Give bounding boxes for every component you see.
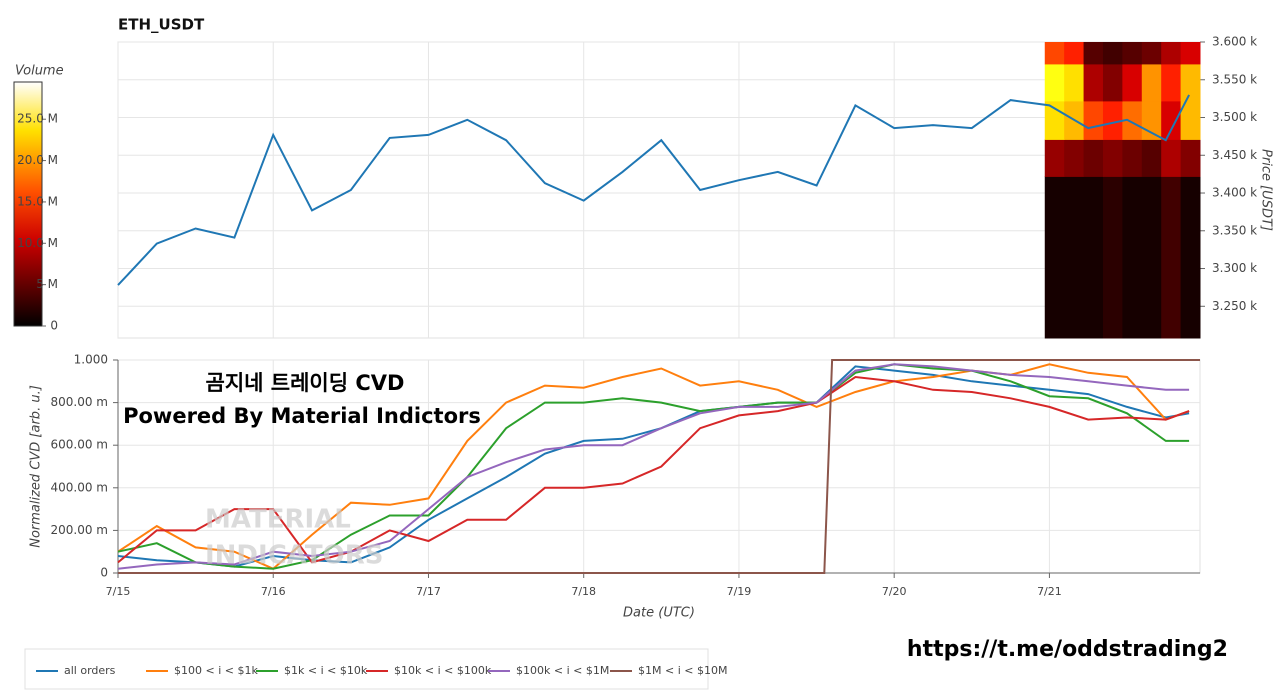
heatmap-cell bbox=[1161, 139, 1182, 177]
x-axis-label: Date (UTC) bbox=[623, 606, 695, 621]
annotation: Powered By Material Indictors bbox=[123, 404, 481, 428]
y-tick-label: 200.00 m bbox=[51, 523, 109, 537]
y-tick-label: 800.00 m bbox=[51, 395, 109, 409]
heatmap-cell bbox=[1102, 176, 1123, 339]
heatmap-cell bbox=[1044, 100, 1065, 140]
heatmap-cell bbox=[1064, 63, 1085, 102]
colorbar-tick-label: 10.0 M bbox=[17, 236, 58, 250]
x-tick-label: 7/21 bbox=[1037, 585, 1062, 598]
heatmap-cell bbox=[1083, 63, 1104, 102]
y-tick-label: 3.450 k bbox=[1212, 148, 1257, 162]
legend-label: $10k < i < $100k bbox=[394, 664, 492, 677]
heatmap-cell bbox=[1083, 100, 1104, 140]
legend-label: $1k < i < $10k bbox=[284, 664, 368, 677]
heatmap-cell bbox=[1141, 139, 1162, 177]
heatmap-cell bbox=[1180, 63, 1201, 102]
heatmap-cell bbox=[1122, 176, 1143, 339]
x-tick-label: 7/16 bbox=[261, 585, 286, 598]
heatmap-cell bbox=[1083, 139, 1104, 177]
x-tick-label: 7/15 bbox=[106, 585, 131, 598]
heatmap-cell bbox=[1102, 42, 1123, 65]
legend-label: $1M < i < $10M bbox=[638, 664, 727, 677]
series-line bbox=[117, 363, 1190, 570]
y-tick-label: 1.000 bbox=[74, 353, 108, 367]
chart-title: ETH_USDT bbox=[118, 16, 205, 34]
heatmap-cell bbox=[1044, 176, 1065, 339]
x-tick-label: 7/20 bbox=[882, 585, 907, 598]
heatmap-cell bbox=[1141, 176, 1162, 339]
y-axis-label: Price [USDT] bbox=[1259, 149, 1274, 231]
y-axis-label: Normalized CVD [arb. u.] bbox=[29, 385, 44, 548]
heatmap-cell bbox=[1141, 100, 1162, 140]
colorbar-tick-label: 5 M bbox=[36, 277, 58, 291]
annotation: 곰지네 트레이딩 CVD bbox=[206, 371, 405, 395]
legend-label: $100k < i < $1M bbox=[516, 664, 609, 677]
series-line bbox=[117, 375, 1190, 564]
y-tick-label: 3.550 k bbox=[1212, 72, 1257, 86]
y-tick-label: 3.500 k bbox=[1212, 110, 1257, 124]
colorbar-tick-label: 15.0 M bbox=[17, 194, 58, 208]
heatmap-cell bbox=[1141, 63, 1162, 102]
legend-label: $100 < i < $1k bbox=[174, 664, 258, 677]
series-line bbox=[117, 365, 1190, 568]
legend-label: all orders bbox=[64, 664, 116, 677]
heatmap-cell bbox=[1102, 100, 1123, 140]
heatmap-cell bbox=[1122, 42, 1143, 65]
annotation: MATERIAL bbox=[205, 505, 351, 535]
x-tick-label: 7/18 bbox=[571, 585, 596, 598]
heatmap-cell bbox=[1141, 42, 1162, 65]
y-tick-label: 0 bbox=[100, 566, 108, 580]
series-line bbox=[118, 359, 1200, 574]
colorbar-tick-label: 25.0 M bbox=[17, 112, 58, 126]
y-tick-label: 3.250 k bbox=[1212, 299, 1257, 313]
heatmap-cell bbox=[1102, 63, 1123, 102]
heatmap-cell bbox=[1161, 100, 1182, 140]
heatmap-cell bbox=[1044, 63, 1065, 102]
heatmap-cell bbox=[1122, 100, 1143, 140]
heatmap-cell bbox=[1161, 42, 1182, 65]
heatmap-cell bbox=[1064, 176, 1085, 339]
heatmap-cell bbox=[1102, 139, 1123, 177]
x-tick-label: 7/19 bbox=[727, 585, 752, 598]
heatmap-cell bbox=[1180, 42, 1201, 65]
heatmap-cell bbox=[1122, 139, 1143, 177]
colorbar-tick-label: 20.0 M bbox=[17, 153, 58, 167]
x-tick-label: 7/17 bbox=[416, 585, 441, 598]
heatmap-cell bbox=[1064, 139, 1085, 177]
heatmap-cell bbox=[1180, 100, 1201, 140]
heatmap-cell bbox=[1161, 176, 1182, 339]
heatmap-cell bbox=[1083, 42, 1104, 65]
y-tick-label: 600.00 m bbox=[51, 438, 109, 452]
series-line bbox=[117, 94, 1190, 286]
y-tick-label: 3.600 k bbox=[1212, 35, 1257, 49]
y-tick-label: 3.400 k bbox=[1212, 186, 1257, 200]
heatmap-cell bbox=[1180, 139, 1201, 177]
annotation: INDICATORS bbox=[205, 541, 383, 571]
heatmap-cell bbox=[1044, 42, 1065, 65]
colorbar-label: Volume bbox=[15, 64, 64, 79]
colorbar-tick-label: 0 bbox=[50, 319, 58, 333]
heatmap-cell bbox=[1180, 176, 1201, 339]
annotation: https://t.me/oddstrading2 bbox=[907, 637, 1228, 662]
heatmap-cell bbox=[1044, 139, 1065, 177]
colorbar bbox=[13, 81, 43, 327]
y-tick-label: 3.350 k bbox=[1212, 223, 1257, 237]
heatmap-cell bbox=[1064, 42, 1085, 65]
heatmap-cell bbox=[1083, 176, 1104, 339]
heatmap-cell bbox=[1161, 63, 1182, 102]
y-tick-label: 400.00 m bbox=[51, 480, 109, 494]
legend-box bbox=[24, 648, 709, 690]
heatmap-cell bbox=[1122, 63, 1143, 102]
series-line bbox=[117, 363, 1190, 570]
y-tick-label: 3.300 k bbox=[1212, 261, 1257, 275]
plot-frame bbox=[117, 41, 1201, 339]
